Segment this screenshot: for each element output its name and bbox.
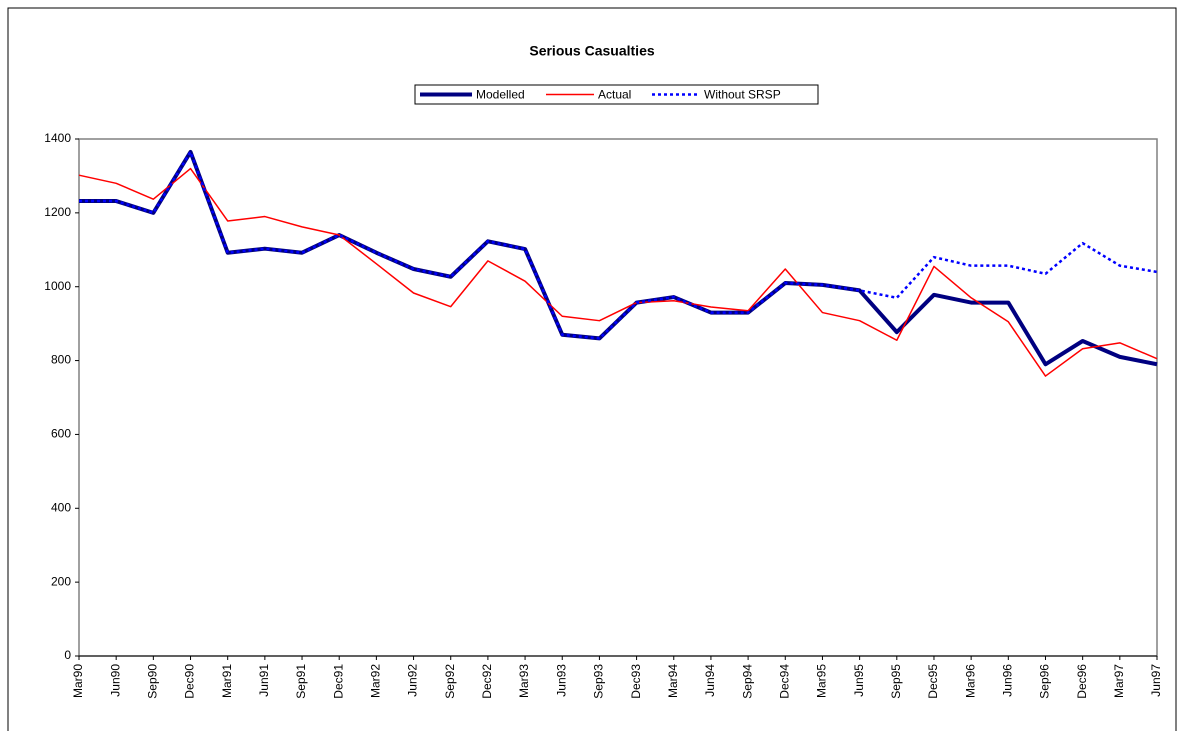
x-tick-label: Sep90 [146,664,160,699]
x-tick-label: Jun92 [406,664,420,697]
series-line [78,167,1158,377]
chart-title: Serious Casualties [529,43,654,59]
y-tick-label: 200 [51,574,71,588]
x-tick-label: Mar90 [71,664,85,698]
y-tick-label: 0 [64,648,71,662]
x-tick-label: Dec91 [331,664,345,699]
legend-box [414,84,819,105]
legend-label: Actual [598,88,631,102]
y-tick-label: 400 [51,500,71,514]
y-tick-label: 800 [51,353,71,367]
x-tick-label: Jun93 [554,664,568,697]
x-tick-label: Sep92 [443,664,457,699]
y-tick-label: 1200 [44,205,71,219]
x-tick-label: Jun94 [703,664,717,697]
x-tick-label: Sep93 [592,664,606,699]
x-tick-label: Jun96 [1000,664,1014,697]
plot-area [78,138,1158,657]
x-tick-label: Dec95 [926,664,940,699]
legend-label: Modelled [476,88,525,102]
x-tick-label: Dec93 [629,664,643,699]
x-tick-label: Sep95 [889,664,903,699]
x-tick-label: Sep91 [294,664,308,699]
y-tick-label: 600 [51,427,71,441]
legend-label: Without SRSP [704,88,781,102]
x-tick-label: Jun97 [1149,664,1163,697]
x-tick-label: Dec90 [183,664,197,699]
x-tick-label: Mar92 [369,664,383,698]
x-tick-label: Mar97 [1112,664,1126,698]
x-tick-label: Mar95 [815,664,829,698]
x-tick-label: Mar94 [666,664,680,698]
y-tick-label: 1000 [44,279,71,293]
x-tick-label: Mar96 [963,664,977,698]
x-tick-label: Mar93 [517,664,531,698]
x-tick-label: Dec96 [1075,664,1089,699]
x-tick-label: Jun91 [257,664,271,697]
x-tick-label: Dec92 [480,664,494,699]
x-tick-label: Jun90 [108,664,122,697]
x-tick-label: Mar91 [220,664,234,698]
x-tick-label: Dec94 [777,664,791,699]
y-tick-label: 1400 [44,131,71,145]
x-tick-label: Jun95 [852,664,866,697]
x-tick-label: Sep96 [1038,664,1052,699]
x-tick-label: Sep94 [740,664,754,699]
